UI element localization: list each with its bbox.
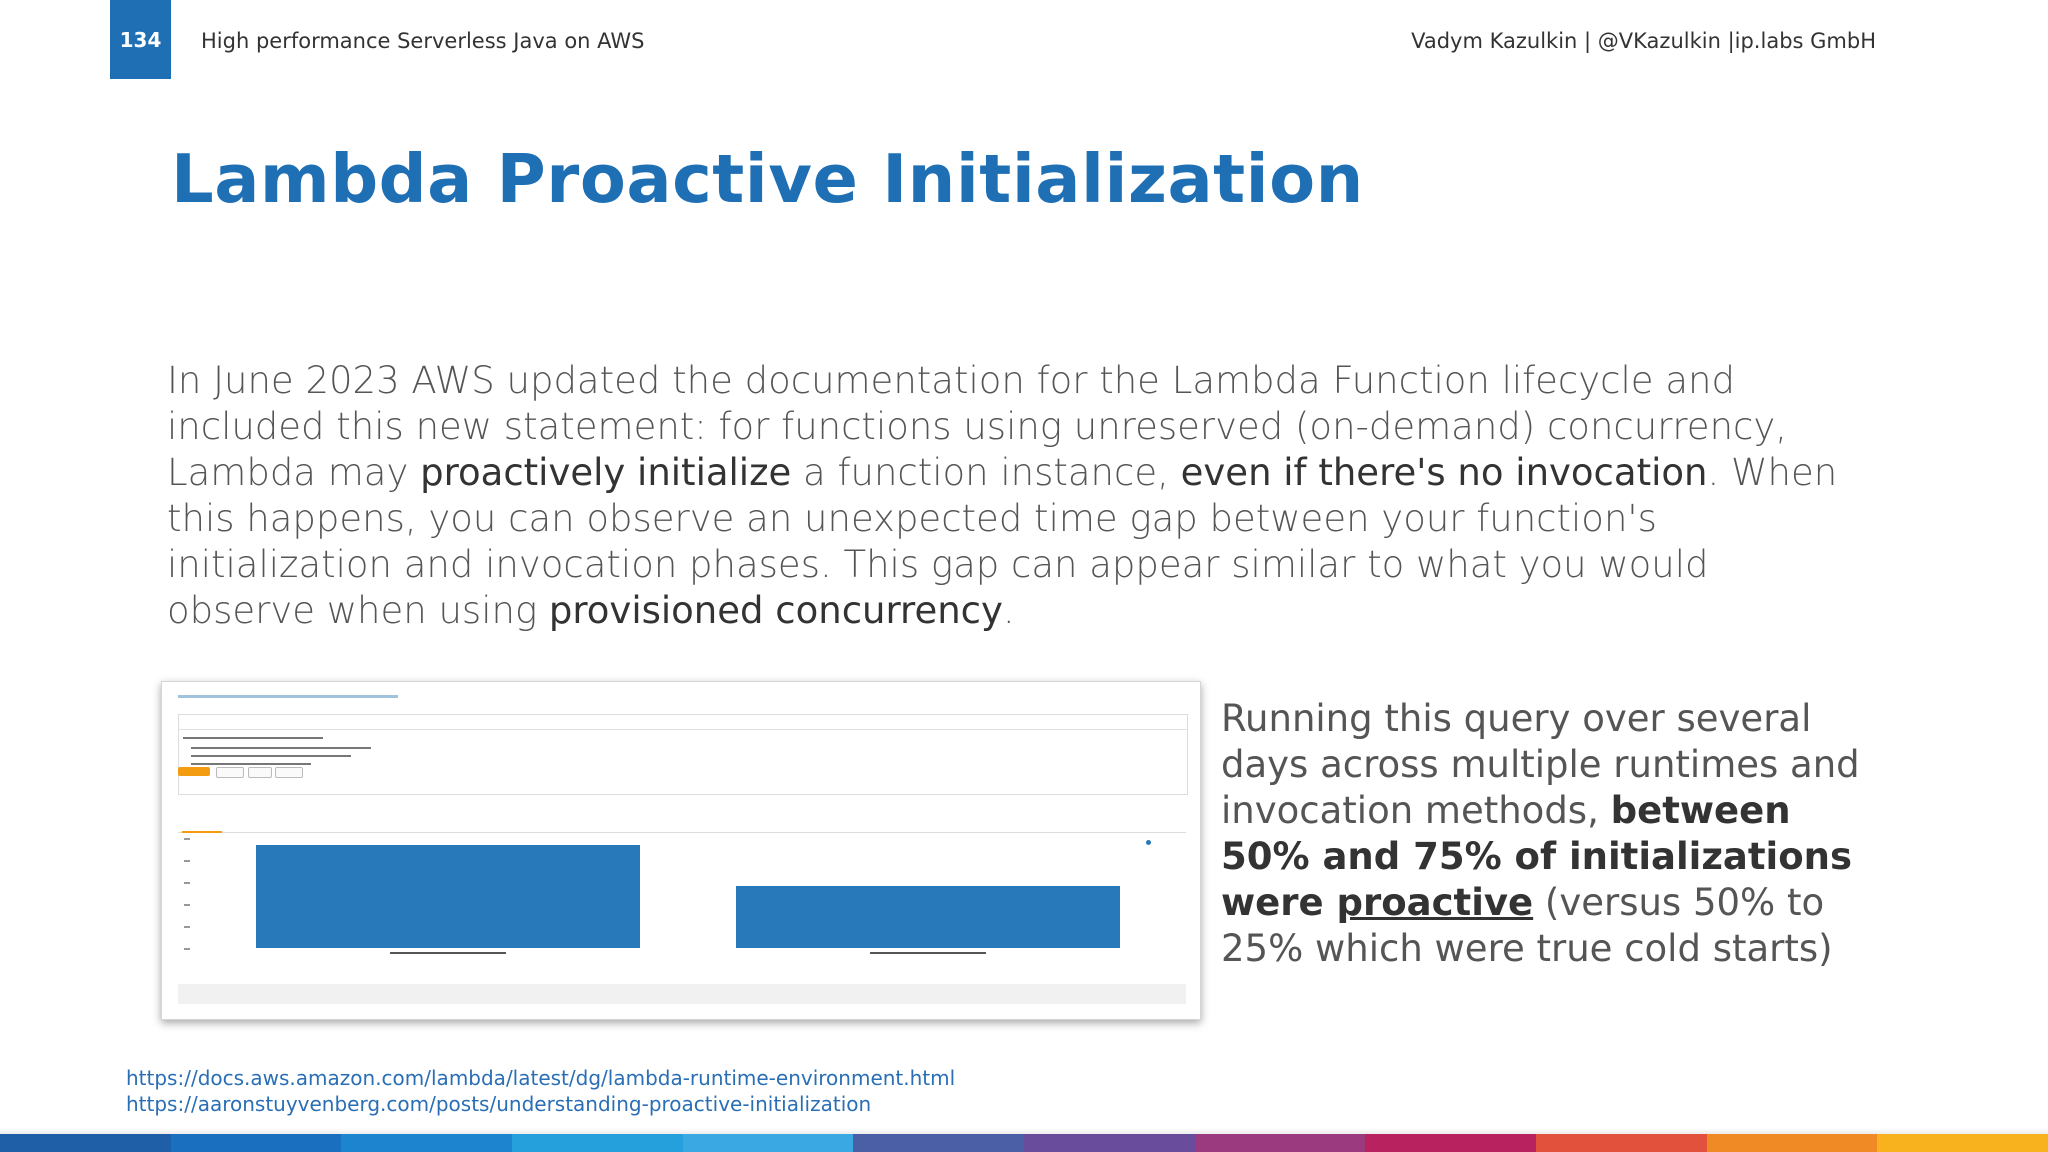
side-underlined-text: proactive bbox=[1336, 881, 1534, 924]
y-tick bbox=[184, 948, 190, 950]
breadcrumb bbox=[178, 695, 398, 698]
chart-bar bbox=[736, 886, 1120, 948]
color-band-segment bbox=[1536, 1134, 1707, 1152]
slide-number: 134 bbox=[110, 0, 171, 79]
body-bold-text: proactively initialize bbox=[420, 451, 792, 494]
band-shadow bbox=[0, 1128, 2048, 1134]
color-band-segment bbox=[512, 1134, 683, 1152]
reference-link-blog[interactable]: https://aaronstuyvenberg.com/posts/under… bbox=[126, 1092, 872, 1116]
bar-category-label bbox=[390, 952, 506, 954]
color-band bbox=[0, 1134, 2048, 1152]
body-text: . When this happens, you can observe an … bbox=[167, 451, 1838, 632]
color-band-segment bbox=[1194, 1134, 1366, 1152]
query-editor-header bbox=[179, 715, 1187, 730]
color-band-segment bbox=[341, 1134, 513, 1152]
cloudwatch-screenshot bbox=[161, 681, 1201, 1020]
legend-marker bbox=[1146, 840, 1151, 845]
run-query-button bbox=[178, 767, 210, 776]
body-text: . bbox=[1002, 589, 1015, 632]
query-line bbox=[191, 755, 351, 757]
deck-title: High performance Serverless Java on AWS bbox=[201, 29, 645, 53]
bar-chart bbox=[178, 832, 1186, 1002]
query-editor bbox=[178, 714, 1188, 795]
query-line bbox=[191, 747, 371, 749]
y-tick bbox=[184, 838, 190, 840]
bar-category-label bbox=[870, 952, 986, 954]
color-band-segment bbox=[1706, 1134, 1878, 1152]
y-tick bbox=[184, 926, 190, 928]
color-band-segment bbox=[170, 1134, 342, 1152]
chart-footer bbox=[178, 984, 1186, 1004]
body-bold-text: even if there's no invocation bbox=[1180, 451, 1708, 494]
color-band-segment bbox=[0, 1134, 171, 1152]
chart-bar bbox=[256, 844, 640, 948]
cancel-button bbox=[216, 767, 244, 778]
y-tick bbox=[184, 882, 190, 884]
color-band-segment bbox=[682, 1134, 854, 1152]
author-credit: Vadym Kazulkin | @VKazulkin |ip.labs Gmb… bbox=[1411, 29, 1876, 53]
side-text: (versus 50% to 25% which were true cold … bbox=[1221, 881, 1833, 970]
color-band-segment bbox=[1877, 1134, 2048, 1152]
y-tick bbox=[184, 860, 190, 862]
body-bold-text: provisioned concurrency bbox=[548, 589, 1003, 632]
side-bold-text: between 50% and 75% of initializations w… bbox=[1221, 789, 1853, 924]
references: https://docs.aws.amazon.com/lambda/lates… bbox=[126, 1065, 955, 1117]
color-band-segment bbox=[1365, 1134, 1537, 1152]
save-button bbox=[248, 767, 272, 778]
side-paragraph: Running this query over several days acr… bbox=[1221, 696, 1871, 972]
page-title: Lambda Proactive Initialization bbox=[171, 140, 1364, 218]
color-band-segment bbox=[853, 1134, 1025, 1152]
query-line bbox=[191, 763, 311, 765]
body-paragraph: In June 2023 AWS updated the documentati… bbox=[167, 358, 1867, 634]
color-band-segment bbox=[1024, 1134, 1195, 1152]
body-text: a function instance, bbox=[791, 451, 1181, 494]
side-text: Running this query over several days acr… bbox=[1221, 697, 1860, 832]
query-line bbox=[183, 737, 323, 739]
body-text: In June 2023 AWS updated the documentati… bbox=[167, 359, 1788, 494]
tab-visualization bbox=[182, 818, 222, 833]
results-tabs bbox=[178, 818, 1186, 833]
reference-link-aws-docs[interactable]: https://docs.aws.amazon.com/lambda/lates… bbox=[126, 1066, 956, 1090]
history-button bbox=[275, 767, 303, 778]
y-tick bbox=[184, 904, 190, 906]
